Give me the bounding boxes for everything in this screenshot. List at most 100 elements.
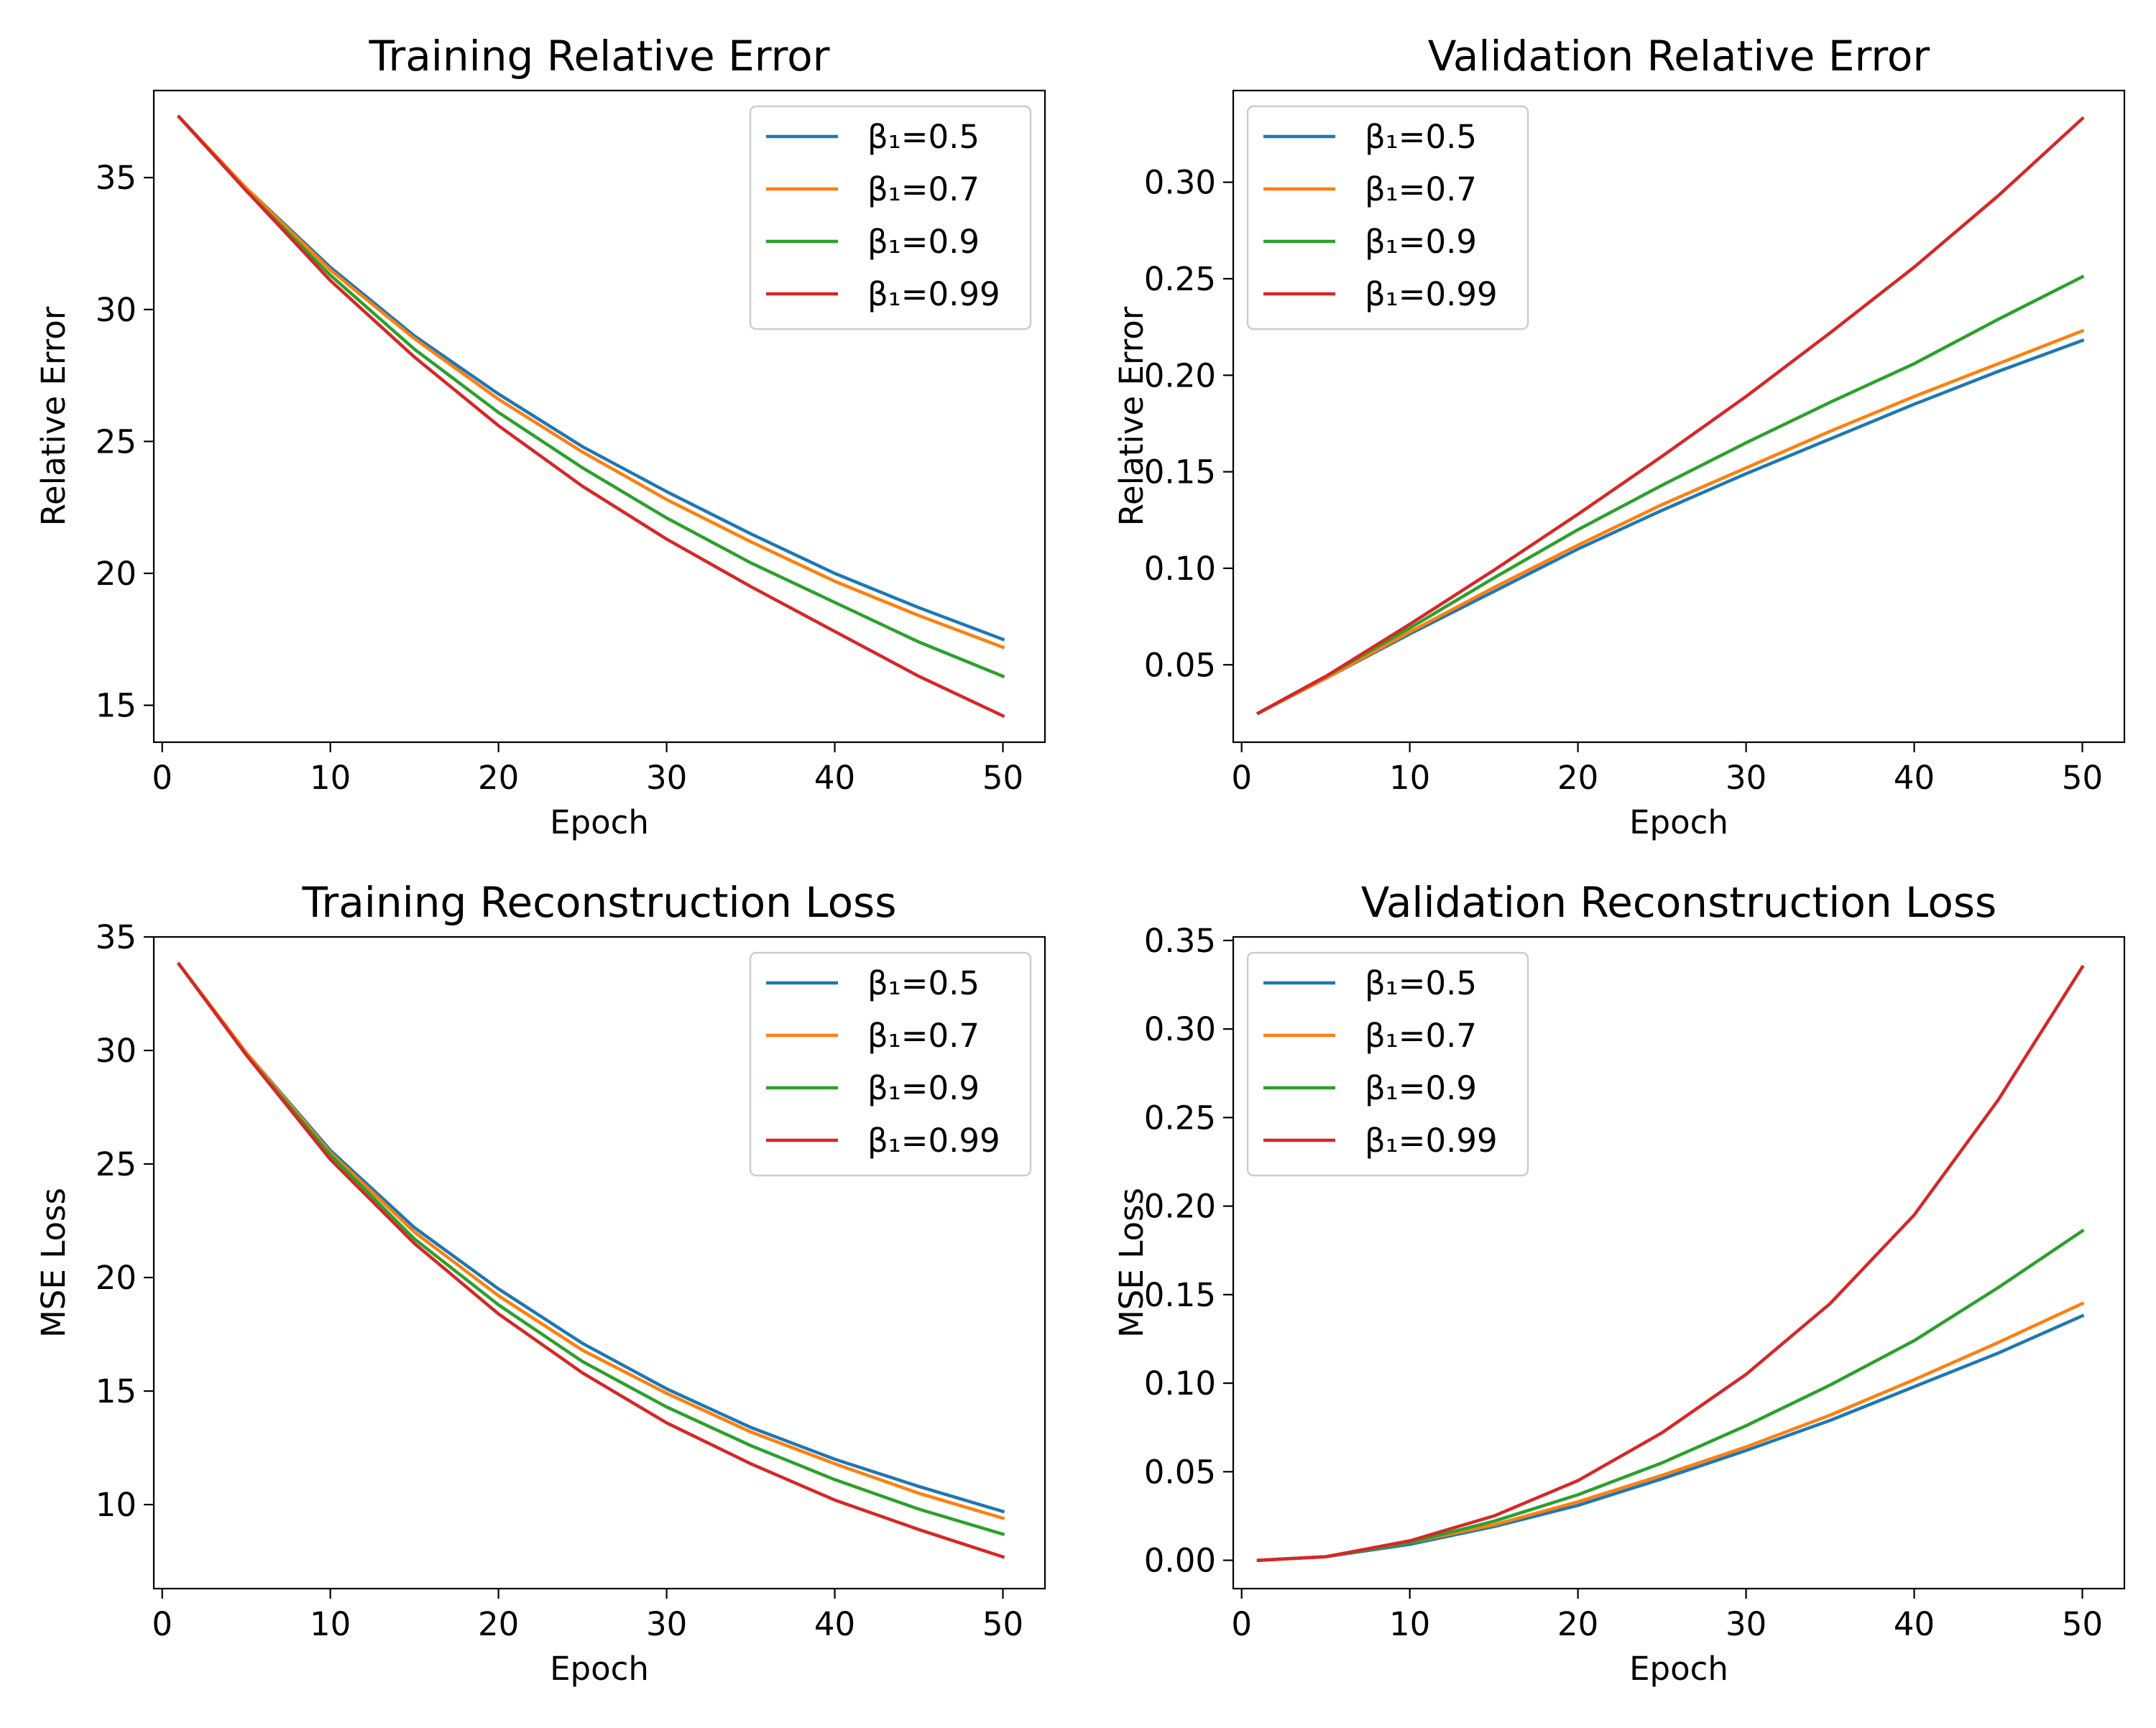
- legend-box: [749, 951, 1032, 1177]
- axes-frame: [1232, 89, 2126, 744]
- series-line: [176, 961, 1005, 1559]
- subplot-4: 0 10 20 30 40 50 0.00 0.05 0.10 0.15 0.20 0.25 0.30 0…: [1112, 878, 2126, 1688]
- x-tick-label: 30: [1726, 1605, 1766, 1643]
- legend: β₁=0.5 β₁=0.7 β₁=0.9 β₁=0.99: [1246, 105, 1529, 331]
- y-tick-label: 0.15: [1144, 453, 1216, 491]
- y-tick-label: 0.10: [1144, 1364, 1216, 1403]
- y-tick-label: 0.30: [1144, 164, 1216, 202]
- x-tick-label: 40: [1894, 1605, 1935, 1643]
- x-tick-label: 20: [1557, 1605, 1598, 1643]
- x-tick-label: 50: [982, 759, 1023, 797]
- series-line: [1256, 1228, 2085, 1562]
- y-tick-label: 0.30: [1144, 1010, 1216, 1048]
- y-axis-label: MSE Loss: [34, 1188, 73, 1338]
- x-tick-label: 40: [1894, 759, 1935, 797]
- x-axis-label: Epoch: [550, 1650, 649, 1688]
- series-line: [176, 114, 1005, 719]
- legend-label: β₁=0.9: [1365, 223, 1477, 261]
- y-tick-label: 0.20: [1144, 1188, 1216, 1226]
- chart-title: Validation Relative Error: [1428, 32, 1930, 80]
- legend-label: β₁=0.5: [1365, 118, 1477, 156]
- chart-title: Training Reconstruction Loss: [301, 878, 896, 927]
- x-axis-label: Epoch: [1629, 1650, 1728, 1688]
- x-tick-label: 50: [982, 1605, 1023, 1643]
- y-tick-label: 25: [96, 422, 137, 461]
- y-tick-label: 25: [96, 1145, 137, 1183]
- x-tick-label: 40: [814, 1605, 855, 1643]
- series-line: [176, 114, 1005, 679]
- legend-label: β₁=0.5: [867, 964, 980, 1002]
- legend-box: [749, 105, 1032, 331]
- subplot-3: 0 10 20 30 40 50 10 15 20 25 30 35 Training Reconstr…: [34, 878, 1046, 1688]
- legend-label: β₁=0.7: [867, 170, 980, 208]
- legend-label: β₁=0.99: [1365, 275, 1498, 313]
- x-tick-label: 30: [1726, 759, 1766, 797]
- x-tick-label: 50: [2062, 1605, 2103, 1643]
- legend-box: [1246, 105, 1529, 331]
- y-axis-label: MSE Loss: [1112, 1188, 1151, 1338]
- y-tick-label: 30: [96, 291, 137, 329]
- y-axis-label: Relative Error: [34, 306, 73, 526]
- x-tick-label: 10: [1389, 1605, 1430, 1643]
- series-line: [1256, 328, 2085, 716]
- y-axis-label: Relative Error: [1112, 306, 1151, 526]
- y-tick-label: 20: [96, 555, 137, 593]
- x-tick-label: 10: [310, 1605, 351, 1643]
- series-line: [176, 961, 1005, 1536]
- y-tick-label: 0.25: [1144, 260, 1216, 298]
- x-tick-label: 20: [478, 759, 519, 797]
- x-tick-label: 10: [310, 759, 351, 797]
- x-tick-label: 50: [2062, 759, 2103, 797]
- legend-label: β₁=0.99: [867, 1122, 1000, 1160]
- y-tick-label: 0.05: [1144, 1453, 1216, 1491]
- series-line: [1256, 964, 2085, 1562]
- y-tick-label: 35: [96, 918, 137, 956]
- y-tick-label: 15: [96, 687, 137, 725]
- series-line: [1256, 338, 2085, 716]
- axes-frame: [152, 935, 1046, 1590]
- y-tick-label: 20: [96, 1259, 137, 1297]
- series-line: [1256, 274, 2085, 716]
- subplot-1: 0 10 20 30 40 50 15 20 25 30 35 Training Relative E…: [34, 32, 1046, 841]
- legend-label: β₁=0.5: [1365, 964, 1477, 1002]
- y-tick-label: 0.00: [1144, 1542, 1216, 1580]
- legend-label: β₁=0.7: [1365, 1017, 1477, 1055]
- y-tick-label: 0.35: [1144, 922, 1216, 960]
- x-axis-label: Epoch: [1629, 803, 1728, 841]
- legend-label: β₁=0.5: [867, 118, 980, 156]
- legend-label: β₁=0.9: [867, 1069, 980, 1107]
- axes-frame: [152, 89, 1046, 744]
- y-tick-label: 0.10: [1144, 550, 1216, 588]
- y-tick-label: 0.15: [1144, 1276, 1216, 1314]
- legend-label: β₁=0.7: [867, 1017, 980, 1055]
- legend-label: β₁=0.99: [867, 275, 1000, 313]
- legend: β₁=0.5 β₁=0.7 β₁=0.9 β₁=0.99: [749, 105, 1032, 331]
- series-line: [176, 114, 1005, 650]
- x-tick-label: 0: [1231, 759, 1252, 797]
- legend-box: [1246, 951, 1529, 1177]
- x-tick-label: 30: [646, 759, 687, 797]
- y-tick-label: 30: [96, 1032, 137, 1070]
- legend: β₁=0.5 β₁=0.7 β₁=0.9 β₁=0.99: [1246, 951, 1529, 1177]
- x-tick-label: 20: [1557, 759, 1598, 797]
- x-tick-label: 20: [478, 1605, 519, 1643]
- legend-label: β₁=0.9: [867, 223, 980, 261]
- y-tick-label: 0.05: [1144, 646, 1216, 684]
- x-tick-label: 0: [152, 1605, 172, 1643]
- axes-frame: [1232, 935, 2126, 1590]
- legend: β₁=0.5 β₁=0.7 β₁=0.9 β₁=0.99: [749, 951, 1032, 1177]
- x-tick-label: 0: [1231, 1605, 1252, 1643]
- legend-label: β₁=0.7: [1365, 170, 1477, 208]
- x-tick-label: 0: [152, 759, 172, 797]
- y-tick-label: 0.20: [1144, 356, 1216, 394]
- legend-label: β₁=0.99: [1365, 1122, 1498, 1160]
- series-line: [1256, 116, 2085, 716]
- subplot-2: 0 10 20 30 40 50 0.05 0.10 0.15 0.20 0.25 0.30 Valid…: [1112, 32, 2126, 841]
- y-tick-label: 35: [96, 159, 137, 197]
- x-tick-label: 10: [1389, 759, 1430, 797]
- chart-title: Validation Reconstruction Loss: [1361, 878, 1997, 927]
- x-axis-label: Epoch: [550, 803, 649, 841]
- chart-title: Training Relative Error: [368, 32, 829, 80]
